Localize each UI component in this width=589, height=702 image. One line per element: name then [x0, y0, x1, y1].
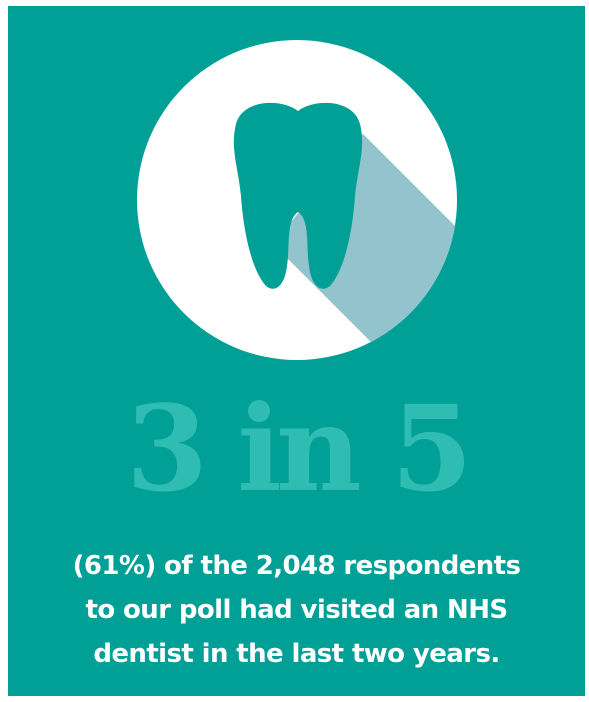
infographic-card: 3 in 5 (61%) of the 2,048 respondents to…: [8, 6, 585, 696]
stat-headline: 3 in 5: [126, 379, 473, 518]
caption-line: to our poll had visited an NHS: [85, 595, 509, 625]
tooth-badge: [8, 6, 585, 386]
caption-line: dentist in the last two years.: [93, 639, 500, 669]
caption-line: (61%) of the 2,048 respondents: [72, 551, 521, 581]
caption: (61%) of the 2,048 respondents to our po…: [28, 544, 565, 676]
tooth-icon: [137, 40, 457, 360]
tooth-shape: [233, 102, 363, 289]
